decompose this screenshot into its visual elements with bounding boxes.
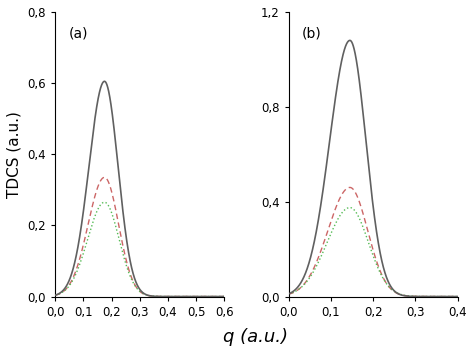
Text: (a): (a) — [69, 26, 88, 40]
Text: (b): (b) — [302, 26, 322, 40]
Text: q (a.u.): q (a.u.) — [223, 329, 289, 346]
Y-axis label: TDCS (a.u.): TDCS (a.u.) — [7, 111, 22, 198]
